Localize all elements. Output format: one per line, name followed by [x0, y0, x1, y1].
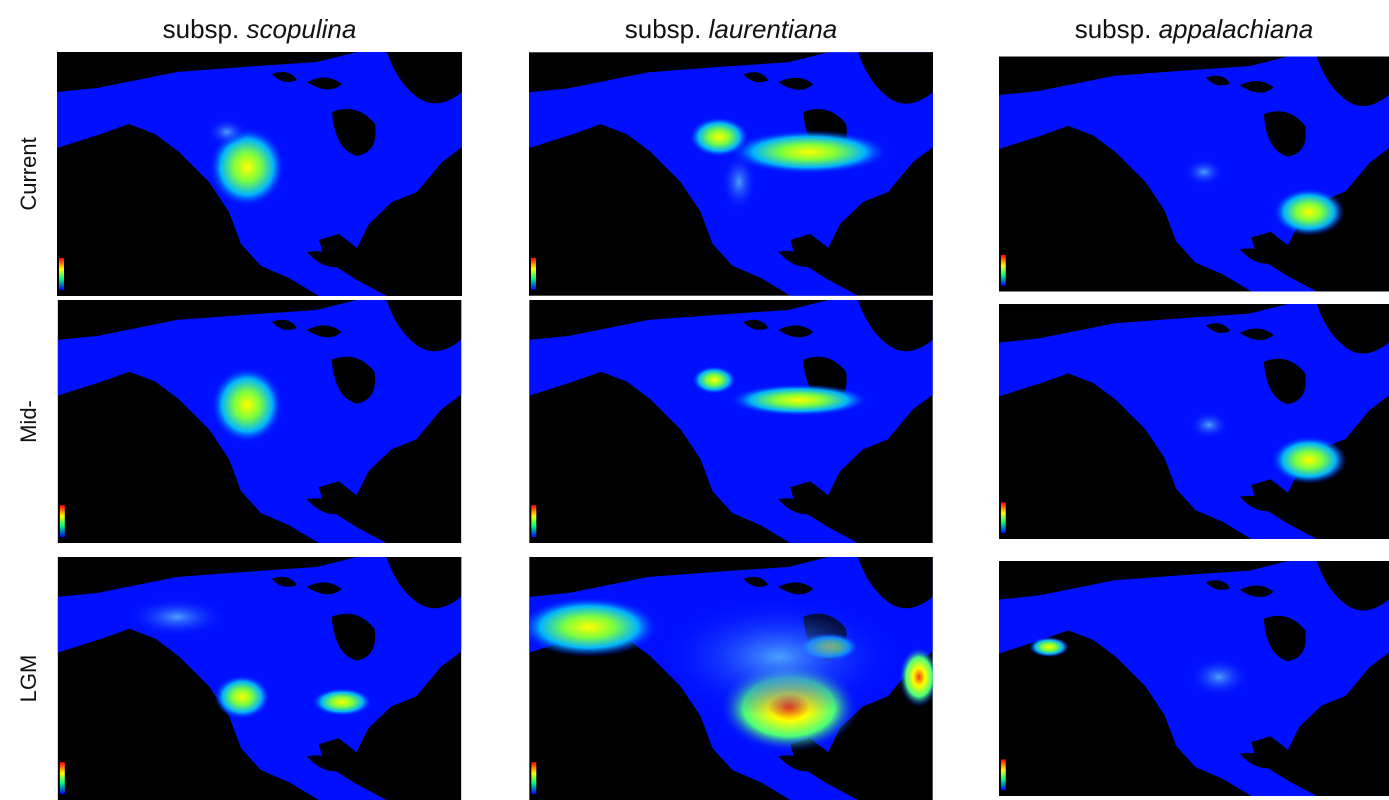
suitability-area — [1184, 158, 1224, 186]
suitability-area — [1189, 411, 1229, 439]
header-prefix: subsp. — [1075, 14, 1152, 44]
map-panel — [999, 561, 1389, 796]
suitability-area — [729, 384, 869, 416]
map-panel — [57, 52, 462, 296]
suitability-area — [312, 688, 372, 716]
suitability-area — [214, 675, 270, 719]
suitability-area — [721, 152, 757, 212]
map-content — [519, 557, 939, 800]
row-label: Current — [16, 137, 41, 210]
suitability-area — [692, 366, 736, 394]
map-content — [529, 300, 932, 543]
column-header: subsp. appalachiana — [1075, 14, 1314, 44]
header-prefix: subsp. — [625, 14, 702, 44]
header-prefix: subsp. — [163, 14, 240, 44]
map-content — [58, 300, 461, 543]
suitability-area — [519, 597, 659, 657]
header-taxon: scopulina — [246, 14, 356, 44]
column-header: subsp. scopulina — [163, 14, 357, 44]
suitability-area — [1189, 657, 1249, 697]
map-panel — [519, 557, 939, 800]
suitability-area — [659, 597, 899, 717]
map-panel — [58, 300, 461, 543]
suitability-area — [899, 647, 939, 707]
suitability-area — [1029, 637, 1069, 657]
suitability-area — [211, 367, 283, 443]
suitability-area — [689, 117, 749, 157]
base-map — [58, 557, 461, 800]
suitability-area — [1271, 436, 1347, 484]
map-content — [58, 557, 461, 800]
row-label: LGM — [16, 655, 41, 703]
suitability-area — [1273, 188, 1345, 236]
map-panel — [58, 557, 461, 800]
map-panel — [999, 304, 1389, 539]
map-content — [999, 561, 1389, 796]
row-label: Mid- — [16, 400, 41, 443]
map-panel — [529, 300, 932, 543]
map-content — [999, 304, 1389, 539]
map-content — [529, 52, 933, 295]
header-taxon: laurentiana — [709, 14, 838, 44]
map-content — [57, 52, 462, 296]
figure: subsp. scopulinasubsp. laurentianasubsp.… — [0, 0, 1389, 800]
column-header: subsp. laurentiana — [625, 14, 838, 44]
suitability-area — [127, 597, 227, 637]
map-content — [999, 57, 1389, 292]
header-taxon: appalachiana — [1159, 14, 1314, 44]
map-panel — [529, 52, 933, 295]
map-panels — [57, 52, 1389, 800]
base-map — [529, 300, 932, 543]
row-labels: Current Mid- LGM — [16, 137, 41, 702]
suitability-area — [207, 118, 247, 146]
map-panel — [999, 57, 1389, 292]
